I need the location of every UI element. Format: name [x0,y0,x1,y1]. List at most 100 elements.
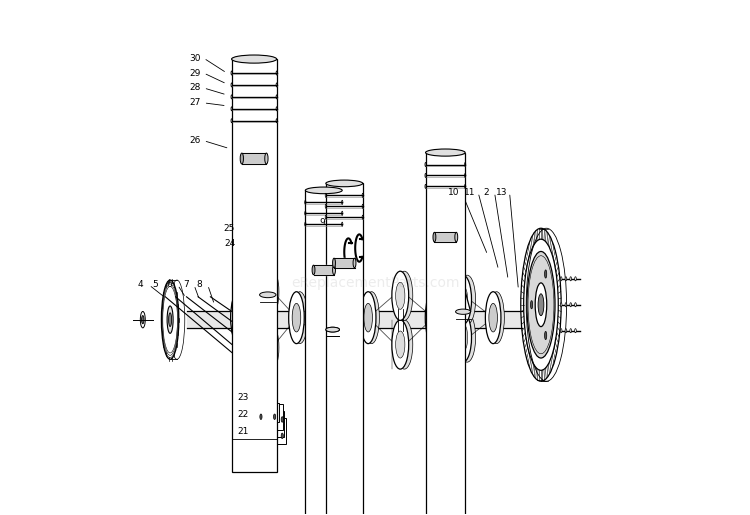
Text: 29: 29 [190,68,201,77]
Ellipse shape [458,324,468,351]
Ellipse shape [396,282,405,310]
Ellipse shape [570,329,572,333]
Ellipse shape [234,303,243,332]
Ellipse shape [292,303,301,332]
Ellipse shape [454,313,472,362]
Ellipse shape [570,277,572,281]
Bar [266,404,284,431]
Ellipse shape [305,187,342,194]
Ellipse shape [230,291,246,344]
Text: 28: 28 [190,83,201,92]
Ellipse shape [454,232,458,242]
Bar [425,152,465,515]
Ellipse shape [528,256,554,354]
Ellipse shape [538,294,544,316]
Ellipse shape [433,232,436,242]
Ellipse shape [485,291,501,344]
Ellipse shape [544,270,547,278]
Ellipse shape [353,258,356,268]
Text: eReplacementParts.com: eReplacementParts.com [291,276,459,290]
Ellipse shape [324,270,341,319]
Ellipse shape [429,291,444,344]
Ellipse shape [396,271,412,320]
Ellipse shape [429,303,437,332]
Ellipse shape [262,323,279,372]
Bar [256,403,279,422]
Ellipse shape [392,320,409,369]
Ellipse shape [332,258,335,268]
Ellipse shape [574,329,576,333]
Text: 7: 7 [183,280,189,289]
Ellipse shape [332,265,335,274]
Bar [232,59,277,472]
Ellipse shape [524,239,558,370]
Ellipse shape [292,291,308,344]
Ellipse shape [392,271,409,320]
Ellipse shape [142,316,144,324]
Ellipse shape [328,320,345,369]
Text: 27: 27 [190,98,201,107]
Polygon shape [440,237,470,312]
Text: 13: 13 [496,188,507,197]
Ellipse shape [340,262,348,264]
Ellipse shape [234,291,250,344]
Ellipse shape [265,153,268,164]
Text: 23: 23 [238,393,249,402]
Ellipse shape [326,327,340,332]
Ellipse shape [328,281,338,308]
Text: 10: 10 [448,188,459,197]
Ellipse shape [260,292,276,298]
Ellipse shape [232,55,277,63]
Polygon shape [248,159,276,295]
Ellipse shape [361,291,376,344]
Ellipse shape [520,228,561,381]
Ellipse shape [281,433,284,439]
Ellipse shape [262,267,279,316]
Polygon shape [319,270,340,330]
Bar [265,411,284,437]
Bar [326,183,363,515]
Ellipse shape [570,303,572,307]
Ellipse shape [574,303,576,307]
Ellipse shape [266,433,268,439]
Ellipse shape [161,280,178,359]
Ellipse shape [560,303,562,307]
Ellipse shape [167,306,173,333]
Ellipse shape [425,291,441,344]
Ellipse shape [527,251,555,358]
Text: 8: 8 [196,280,202,289]
Ellipse shape [565,303,567,307]
Ellipse shape [454,275,472,324]
Ellipse shape [565,277,567,281]
Ellipse shape [536,283,547,327]
Ellipse shape [326,180,363,187]
Text: 5: 5 [152,280,158,289]
Text: 25: 25 [224,224,236,233]
Ellipse shape [281,417,284,422]
Ellipse shape [489,291,504,344]
Text: 30: 30 [190,54,201,63]
Ellipse shape [258,323,274,372]
Ellipse shape [560,329,562,333]
Ellipse shape [574,277,576,281]
Ellipse shape [396,320,412,369]
Text: 2: 2 [484,188,489,197]
Ellipse shape [320,269,327,271]
Ellipse shape [328,331,338,358]
Ellipse shape [260,414,262,420]
Ellipse shape [458,286,468,313]
Ellipse shape [312,265,315,274]
Text: 22: 22 [238,409,249,419]
Polygon shape [326,263,350,330]
Text: 21: 21 [238,426,249,436]
Text: 9: 9 [320,218,326,227]
Ellipse shape [544,331,547,339]
Ellipse shape [565,329,567,333]
Ellipse shape [250,157,259,160]
Ellipse shape [396,331,405,358]
Ellipse shape [560,277,562,281]
Bar [264,418,286,444]
Ellipse shape [324,320,341,369]
Bar [305,191,342,515]
Ellipse shape [364,291,380,344]
